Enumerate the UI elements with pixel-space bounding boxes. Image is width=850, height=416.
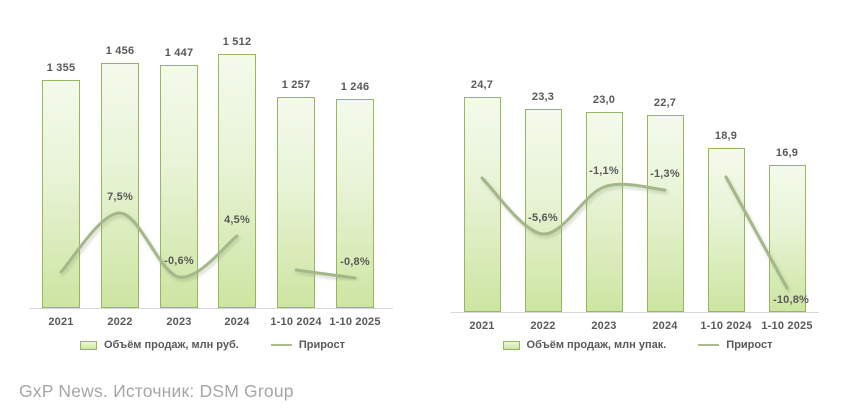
growth-value-label: -5,6%	[528, 212, 558, 224]
bar-value-label: 1 355	[46, 62, 76, 74]
category-label: 1-10 2025	[329, 316, 381, 328]
chart-sales-rubles: 1 355 2021 1 456 2022 1 447 2023 1 512 2024 1 25…	[0, 0, 425, 370]
bar-series-label: Объём продаж, млн руб.	[103, 339, 239, 351]
bar-value-label: 1 257	[281, 79, 311, 91]
category-label: 1-10 2025	[761, 320, 813, 332]
category-label: 2022	[530, 320, 556, 332]
line-series-swatch	[270, 344, 292, 346]
category-label: 2021	[48, 316, 74, 328]
bar-value-label: 1 512	[222, 36, 252, 48]
bar-2023	[160, 65, 198, 308]
category-label: 2023	[591, 320, 617, 332]
category-label: 1-10 2024	[270, 316, 322, 328]
bar-series-swatch	[502, 340, 520, 350]
category-label: 2023	[166, 316, 192, 328]
bar-1-10 2024	[277, 97, 315, 308]
bar-value-label: 23,3	[531, 91, 555, 103]
bar-2021	[42, 80, 80, 308]
bar-value-label: 24,7	[470, 79, 494, 91]
bar-value-label: 16,9	[775, 147, 799, 159]
growth-value-label: -10,8%	[772, 294, 810, 306]
line-series-swatch	[698, 344, 720, 346]
bar-series-swatch	[79, 340, 97, 350]
category-label: 1-10 2024	[700, 320, 752, 332]
category-label: 2021	[469, 320, 495, 332]
x-axis	[29, 308, 393, 309]
growth-value-label: -1,1%	[589, 165, 619, 177]
bar-value-label: 18,9	[714, 130, 738, 142]
growth-value-label: 7,5%	[107, 191, 133, 203]
bar-1-10 2025	[336, 99, 374, 308]
bar-1-10 2025	[768, 165, 806, 312]
growth-value-label: -1,3%	[650, 168, 680, 180]
legend-rubles: Объём продаж, млн руб. Прирост	[0, 339, 425, 351]
plot-area-rubles: 1 355 2021 1 456 2022 1 447 2023 1 512 2024 1 25…	[0, 0, 425, 370]
bar-value-label: 1 246	[340, 81, 370, 93]
bar-2024	[646, 115, 684, 312]
bar-value-label: 22,7	[653, 97, 677, 109]
bar-2022	[524, 109, 562, 312]
category-label: 2022	[107, 316, 133, 328]
bar-1-10 2024	[707, 148, 745, 312]
bar-2024	[218, 54, 256, 308]
x-axis	[451, 312, 819, 313]
line-series-label: Прирост	[726, 339, 773, 351]
bar-series-label: Объём продаж, млн упак.	[526, 339, 667, 351]
growth-value-label: -0,8%	[340, 256, 370, 268]
growth-value-label: 4,5%	[224, 214, 250, 226]
line-series-label: Прирост	[298, 339, 346, 351]
growth-value-label: -0,6%	[164, 255, 194, 267]
bar-2023	[585, 112, 623, 312]
chart-sales-packs: 24,7 2021 23,3 2022 23,0 2023 22,7 2024 18,9 1-10…	[425, 0, 850, 370]
category-label: 2024	[652, 320, 678, 332]
plot-area-packs: 24,7 2021 23,3 2022 23,0 2023 22,7 2024 18,9 1-10…	[425, 0, 850, 370]
bar-value-label: 1 447	[164, 47, 194, 59]
legend-packs: Объём продаж, млн упак. Прирост	[425, 339, 850, 351]
bar-2021	[463, 97, 501, 312]
bar-value-label: 1 456	[105, 45, 135, 57]
category-label: 2024	[224, 316, 250, 328]
bar-value-label: 23,0	[592, 94, 616, 106]
bar-2022	[101, 63, 139, 308]
source-attribution: GxP News. Источник: DSM Group	[19, 381, 294, 401]
